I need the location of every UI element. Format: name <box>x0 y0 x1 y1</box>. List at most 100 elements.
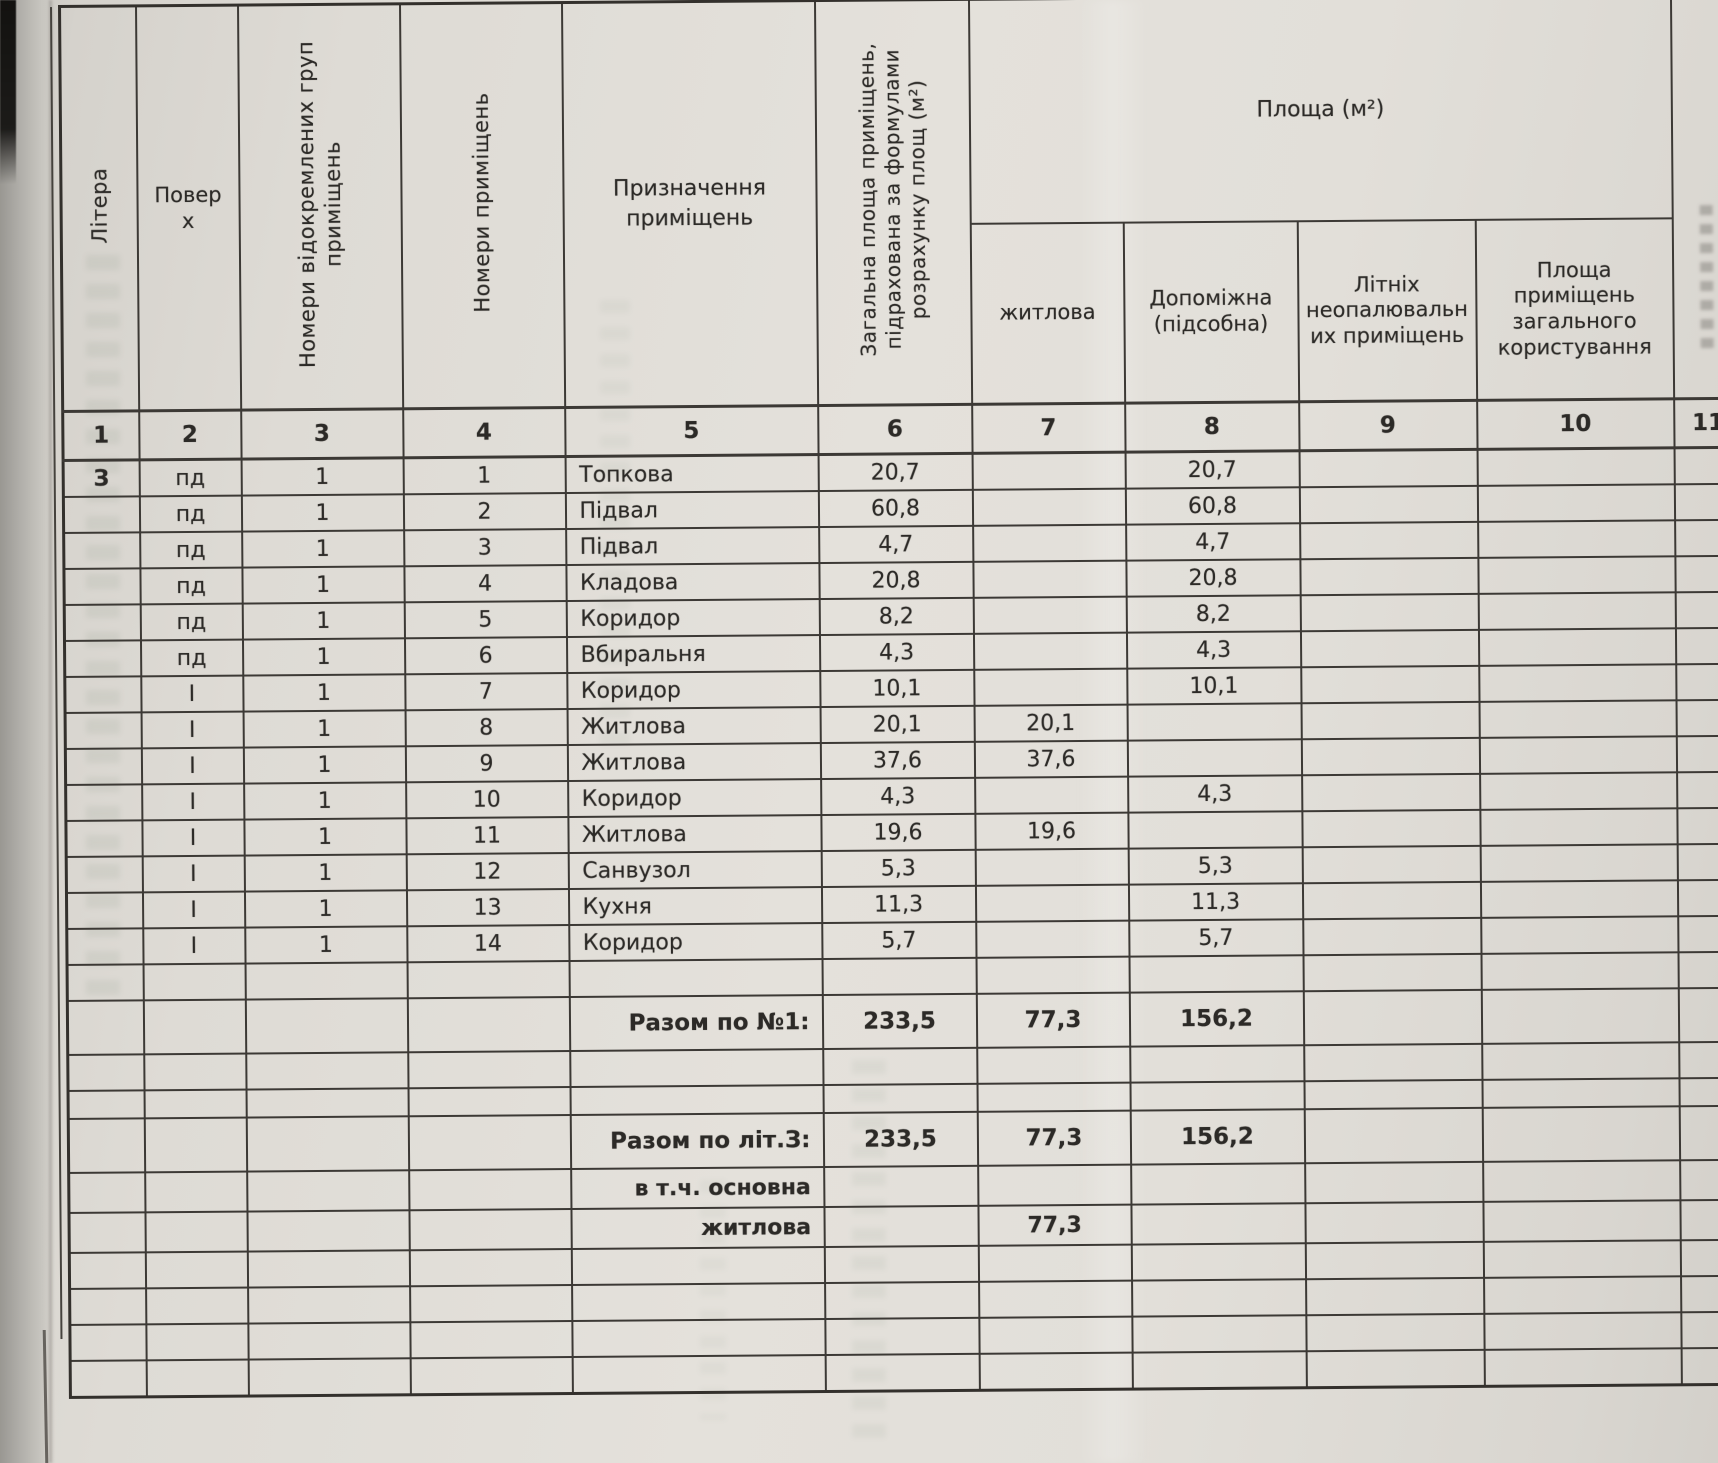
empty-cell <box>67 1054 145 1091</box>
empty-cell <box>979 1352 1133 1391</box>
col-header-area-group: Площа (м²) <box>968 0 1673 224</box>
empty-cell <box>1130 1163 1305 1205</box>
cell-living <box>972 488 1126 526</box>
cell-floor: І <box>142 855 245 893</box>
cell-summer <box>1299 557 1479 596</box>
empty-cell <box>247 1322 411 1360</box>
cell-living <box>975 884 1129 922</box>
cell-living: 20,1 <box>974 704 1128 742</box>
cell-purpose: Коридор <box>566 599 820 638</box>
cell-lit <box>66 892 143 929</box>
empty-cell <box>145 1323 249 1361</box>
cell-total: 4,3 <box>820 777 975 816</box>
empty-cell <box>1483 1312 1682 1350</box>
cell-common <box>1478 628 1676 666</box>
cell-aux: 5,7 <box>1128 919 1304 957</box>
col-header-common-use: Площа приміщень загального користування <box>1475 218 1674 401</box>
cell-summer <box>1301 701 1480 740</box>
empty-cell <box>569 1049 824 1088</box>
cell-common <box>1477 484 1675 522</box>
col-header-room-numbers: Номери приміщень <box>399 2 565 409</box>
cell-common <box>1480 916 1679 954</box>
cell-living <box>973 668 1128 706</box>
empty-cell <box>144 1211 248 1253</box>
empty-cell <box>1129 1081 1305 1111</box>
col-header-group-numbers: Номери відокремлених груп приміщень <box>237 3 403 411</box>
empty-cell <box>976 956 1130 994</box>
empty-cell <box>1131 1279 1306 1317</box>
cell-purpose: Санвузол <box>568 851 822 890</box>
cell-cutoff <box>1677 843 1718 881</box>
empty-cell <box>824 1317 980 1356</box>
cell-grp: 1 <box>241 457 404 496</box>
cell-summer <box>1299 521 1478 560</box>
cell-no: 4 <box>403 565 567 603</box>
cell-grp: 1 <box>242 638 405 676</box>
total-label: Разом по №1: <box>569 995 823 1052</box>
empty-cell <box>146 1359 249 1397</box>
cell-living <box>973 632 1127 670</box>
empty-cell <box>1131 1243 1306 1281</box>
cell-grp: 1 <box>242 674 406 712</box>
col-header-total-area-label: Загальна площа приміщень, підрахована за… <box>854 42 931 357</box>
col-header-room-numbers-label: Номери приміщень <box>469 92 495 313</box>
empty-cell <box>571 1319 826 1358</box>
cell-purpose: Коридор <box>566 671 821 710</box>
cell-summer <box>1301 809 1481 848</box>
subtotal-label: в т.ч. основна <box>570 1167 824 1210</box>
empty-cell <box>825 1353 980 1392</box>
empty-cell <box>1679 1159 1718 1201</box>
cell-total: 60,8 <box>818 489 973 528</box>
empty-cell <box>824 1281 979 1320</box>
scan-dark-bar <box>0 0 16 184</box>
empty-cell <box>1131 1315 1307 1353</box>
cell-no: 6 <box>404 637 567 675</box>
cell-total: 20,7 <box>818 453 973 492</box>
cell-grp: 1 <box>244 926 408 964</box>
cell-living <box>972 524 1126 562</box>
empty-cell <box>1305 1277 1484 1316</box>
cell-living: 19,6 <box>974 812 1129 850</box>
empty-cell <box>1303 953 1482 992</box>
col-header-cutoff <box>1670 0 1718 399</box>
empty-cell <box>1304 1201 1484 1244</box>
cell-summer <box>1302 881 1481 920</box>
empty-cell <box>247 1286 410 1324</box>
empty-cell <box>978 1244 1132 1282</box>
col-header-poverkh-label: Поверх <box>154 182 222 234</box>
cutoff-column-ghost-text <box>1699 198 1715 349</box>
col-header-poverkh: Поверх <box>135 5 241 411</box>
cell-grp: 1 <box>243 782 406 820</box>
cell-lit <box>65 748 142 785</box>
empty-cell <box>1678 951 1718 989</box>
empty-cell <box>68 1090 145 1119</box>
empty-cell <box>144 1117 247 1173</box>
cell-floor: пд <box>139 567 243 605</box>
cell-common <box>1479 772 1677 810</box>
col-header-living: житлова <box>970 222 1125 405</box>
cell-lit <box>65 784 142 821</box>
cell-aux: 8,2 <box>1126 595 1301 633</box>
cell-total: 20,1 <box>820 705 975 744</box>
empty-cell <box>248 1358 411 1397</box>
cell-aux <box>1127 703 1302 741</box>
column-number: 6 <box>817 404 973 455</box>
empty-cell <box>247 1250 410 1288</box>
col-header-litera-label: Літера <box>86 167 112 244</box>
cell-aux: 20,8 <box>1125 559 1301 597</box>
empty-cell <box>245 1052 409 1090</box>
cell-aux: 4,7 <box>1125 523 1300 561</box>
empty-cell <box>1678 1041 1718 1079</box>
empty-cell <box>69 1324 147 1361</box>
cell-grp: 1 <box>243 710 406 748</box>
subtotal-value-living: 77,3 <box>977 1204 1132 1246</box>
empty-cell <box>1680 1311 1718 1349</box>
cell-lit <box>66 928 144 965</box>
cell-no: 9 <box>405 745 568 783</box>
cell-purpose: Житлова <box>567 743 821 782</box>
empty-cell <box>69 1288 146 1325</box>
cell-total: 19,6 <box>820 813 976 852</box>
total-value-auxiliary: 156,2 <box>1130 1109 1305 1165</box>
cell-cutoff <box>1675 663 1718 701</box>
